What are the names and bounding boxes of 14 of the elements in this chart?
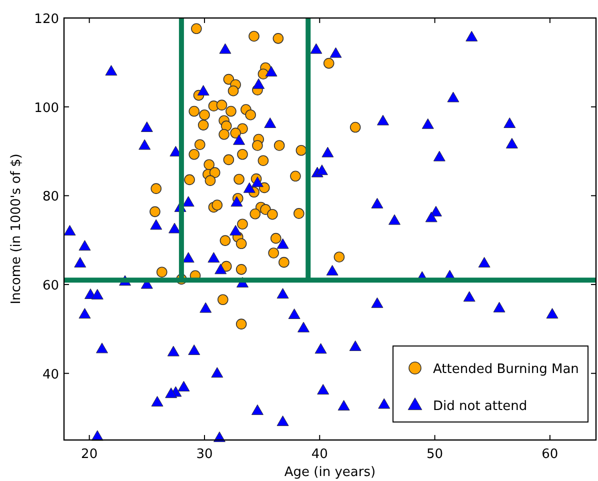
y-tick-label: 100 (34, 100, 59, 116)
x-tick-label: 60 (542, 447, 558, 462)
x-tick-label: 40 (311, 447, 328, 462)
y-tick-label: 120 (34, 12, 59, 27)
legend-label: Did not attend (433, 399, 528, 414)
x-axis-title: Age (in years) (284, 465, 376, 480)
legend-label: Attended Burning Man (433, 362, 579, 377)
y-tick-label: 60 (42, 278, 59, 294)
x-tick-label: 20 (81, 447, 98, 462)
y-axis-title: Income (in 1000's of $) (9, 154, 24, 304)
y-tick-label: 40 (42, 367, 59, 382)
x-tick-label: 30 (196, 447, 213, 462)
x-tick-label: 50 (426, 447, 444, 462)
y-tick-label: 80 (42, 190, 59, 205)
